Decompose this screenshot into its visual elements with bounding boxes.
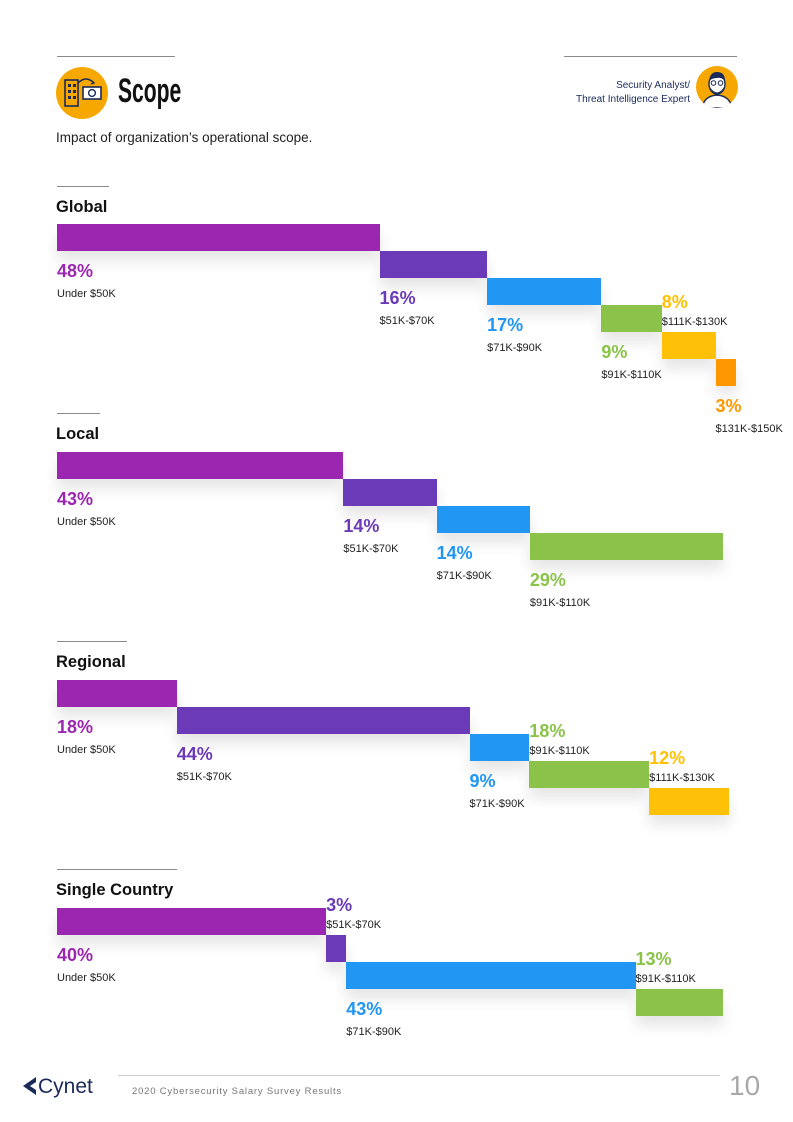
global-range-label: $111K-$130K (661, 316, 728, 328)
section-rule-single-country (57, 869, 177, 870)
footer-rule (118, 1075, 720, 1076)
role-label: Security Analyst/ Threat Intelligence Ex… (576, 79, 690, 107)
local-bar-71k-90k (436, 506, 530, 533)
single-country-range-label: $51K-$70K (326, 919, 382, 931)
section-rule-local (57, 413, 100, 414)
regional-pct-label: 18% (529, 721, 566, 741)
single-country-bar-71k-90k (346, 962, 636, 989)
section-rule-global (57, 186, 109, 187)
global-pct-label: 9% (601, 342, 628, 362)
global-bar-91k-110k (601, 305, 662, 332)
single-country-pct-label: 40% (57, 945, 94, 965)
local-pct-label: 14% (343, 516, 380, 536)
global-bar-71k-90k (487, 278, 602, 305)
single-country-range-label: $71K-$90K (346, 1026, 402, 1038)
regional-range-label: Under $50K (57, 744, 116, 756)
single-country-bar-91k-110k (635, 989, 723, 1016)
brand-name: Cynet (38, 1075, 93, 1098)
page-subtitle: Impact of organization’s operational sco… (56, 130, 313, 145)
regional-pct-label: 44% (176, 744, 213, 764)
regional-pct-label: 18% (57, 717, 94, 737)
regional-range-label: $71K-$90K (469, 798, 525, 810)
section-rule-regional (57, 641, 127, 642)
section-title-global: Global (56, 198, 108, 216)
local-pct-label: 14% (436, 543, 473, 563)
footer-title: 2020 Cybersecurity Salary Survey Results (132, 1086, 342, 1097)
regional-bar-91k-110k (529, 761, 650, 788)
global-pct-label: 8% (661, 292, 688, 312)
header-rule-right (564, 56, 737, 57)
global-range-label: $51K-$70K (379, 315, 435, 327)
section-title-regional: Regional (56, 653, 126, 671)
global-pct-label: 3% (715, 396, 742, 416)
page-title: Scope (118, 72, 182, 110)
regional-bar-under-50k (57, 680, 177, 707)
global-bar-51k-70k (379, 251, 488, 278)
role-line-1: Security Analyst/ (616, 80, 690, 91)
analyst-avatar-icon (696, 66, 738, 108)
local-bar-91k-110k (529, 533, 723, 560)
global-range-label: $131K-$150K (715, 423, 783, 435)
local-range-label: Under $50K (57, 516, 116, 528)
single-country-range-label: Under $50K (57, 972, 116, 984)
global-bar-under-50k (57, 224, 380, 251)
local-range-label: $51K-$70K (343, 543, 399, 555)
single-country-bar-51k-70k (326, 935, 347, 962)
global-pct-label: 17% (487, 315, 524, 335)
local-range-label: $71K-$90K (436, 570, 492, 582)
regional-range-label: $91K-$110K (529, 745, 590, 757)
section-title-single-country: Single Country (56, 881, 174, 899)
global-range-label: $91K-$110K (601, 369, 662, 381)
scope-icon (56, 67, 108, 119)
regional-pct-label: 9% (469, 771, 496, 791)
global-pct-label: 16% (379, 288, 416, 308)
regional-range-label: $51K-$70K (176, 771, 232, 783)
global-range-label: $71K-$90K (487, 342, 543, 354)
global-range-label: Under $50K (57, 288, 116, 300)
header-rule-left (57, 56, 175, 57)
global-bar-131k-150k (715, 359, 736, 386)
local-pct-label: 43% (57, 489, 94, 509)
single-country-range-label: $91K-$110K (635, 973, 696, 985)
global-bar-111k-130k (661, 332, 716, 359)
regional-pct-label: 12% (649, 748, 686, 768)
role-line-2: Threat Intelligence Expert (576, 94, 690, 105)
global-pct-label: 48% (57, 261, 94, 281)
regional-bar-71k-90k (469, 734, 530, 761)
single-country-pct-label: 13% (635, 949, 672, 969)
local-pct-label: 29% (529, 570, 566, 590)
section-title-local: Local (56, 425, 100, 443)
local-range-label: $91K-$110K (529, 597, 591, 609)
single-country-pct-label: 43% (346, 999, 383, 1019)
regional-bar-51k-70k (176, 707, 470, 734)
single-country-bar-under-50k (57, 908, 327, 935)
local-bar-51k-70k (343, 479, 437, 506)
single-country-pct-label: 3% (326, 895, 353, 915)
local-bar-under-50k (57, 452, 344, 479)
regional-bar-111k-130k (649, 788, 729, 815)
cynet-logo: Cynet (20, 1074, 116, 1098)
regional-range-label: $111K-$130K (649, 772, 715, 784)
page-number: 10 (729, 1070, 761, 1101)
